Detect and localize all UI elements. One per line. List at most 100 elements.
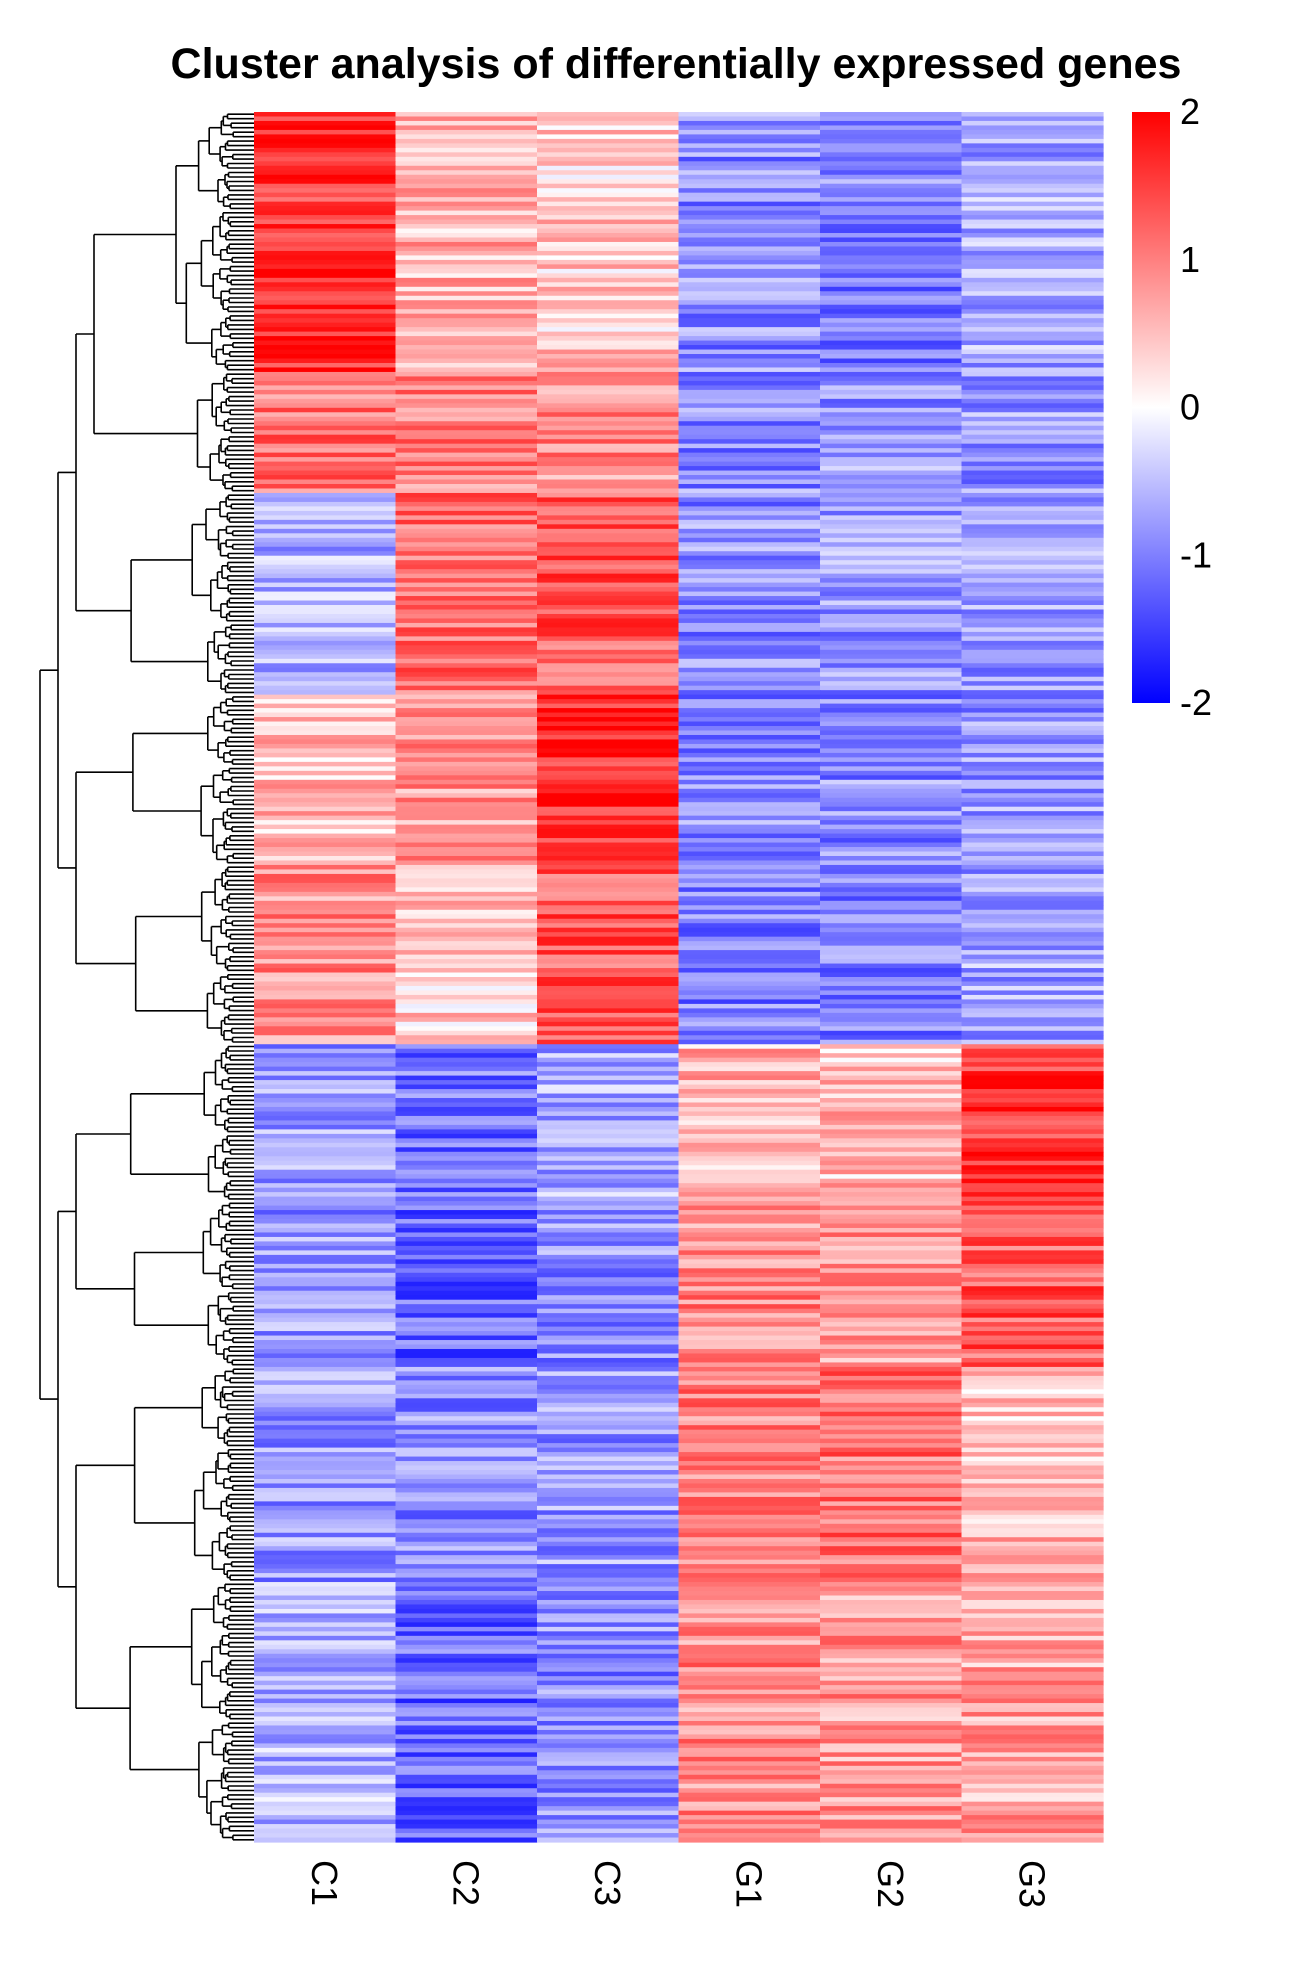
heatmap-cell: [961, 1824, 1104, 1830]
heatmap-cell: [820, 1380, 963, 1386]
heatmap-cell: [537, 318, 680, 324]
heatmap-cell: [537, 210, 680, 216]
heatmap-cell: [395, 291, 538, 297]
heatmap-cell: [537, 1021, 680, 1027]
heatmap-cell: [820, 766, 963, 772]
heatmap-cell: [820, 631, 963, 637]
heatmap-cell: [254, 506, 397, 512]
heatmap-cell: [537, 1272, 680, 1278]
heatmap-cell: [961, 591, 1104, 597]
heatmap-cell: [961, 129, 1104, 136]
heatmap-cell: [678, 918, 821, 924]
heatmap-cell: [537, 824, 680, 830]
heatmap-cell: [820, 1326, 963, 1332]
heatmap-cell: [820, 1331, 963, 1337]
heatmap-cell: [537, 165, 680, 171]
heatmap-cell: [254, 864, 397, 871]
heatmap-cell: [678, 1734, 821, 1740]
heatmap-cell: [961, 802, 1104, 808]
heatmap-cell: [820, 1685, 963, 1691]
heatmap-cell: [961, 1232, 1104, 1238]
heatmap-cell: [678, 371, 821, 378]
heatmap-cell: [820, 1420, 963, 1426]
heatmap-cell: [537, 766, 680, 772]
heatmap-cell: [395, 1747, 538, 1753]
heatmap-cell: [537, 1098, 680, 1104]
heatmap-cell: [395, 1295, 538, 1301]
heatmap-cell: [678, 1703, 821, 1709]
heatmap-cell: [820, 183, 963, 189]
heatmap-cell: [395, 1537, 538, 1543]
heatmap-cell: [395, 156, 538, 162]
heatmap-cell: [820, 569, 963, 575]
heatmap-cell: [961, 672, 1104, 678]
heatmap-cell: [395, 237, 538, 243]
heatmap-cell: [395, 1133, 538, 1139]
heatmap-cell: [820, 1559, 963, 1565]
heatmap-cell: [820, 1443, 963, 1449]
heatmap-cell: [820, 1407, 963, 1413]
heatmap-cell: [961, 1523, 1104, 1529]
heatmap-cell: [254, 815, 397, 821]
heatmap-cell: [395, 1528, 538, 1534]
heatmap-cell: [537, 748, 680, 754]
heatmap-cell: [395, 591, 538, 597]
heatmap-cell: [537, 1124, 680, 1130]
heatmap-cell: [678, 1824, 821, 1830]
heatmap-cell: [820, 1487, 963, 1494]
heatmap-cell: [537, 1815, 680, 1821]
heatmap-cell: [537, 1837, 680, 1843]
heatmap-cell: [395, 1779, 538, 1785]
heatmap-cell: [395, 793, 538, 799]
heatmap-cell: [678, 1747, 821, 1753]
heatmap-cell: [254, 1353, 397, 1359]
heatmap-cell: [678, 1411, 821, 1417]
heatmap-cell: [820, 112, 963, 118]
heatmap-cell: [820, 1205, 963, 1211]
heatmap-cell: [395, 519, 538, 525]
heatmap-cell: [537, 1779, 680, 1785]
heatmap-cell: [678, 936, 821, 942]
heatmap-cell: [395, 855, 538, 862]
heatmap-cell: [254, 1348, 397, 1355]
heatmap-cell: [820, 779, 963, 785]
heatmap-cell: [678, 1617, 821, 1623]
heatmap-cell: [678, 1151, 821, 1157]
heatmap-cell: [395, 1761, 538, 1767]
heatmap-cell: [537, 1465, 680, 1471]
heatmap-cell: [537, 188, 680, 194]
heatmap-cell: [537, 1012, 680, 1018]
heatmap-cell: [820, 1783, 963, 1789]
heatmap-cell: [820, 461, 963, 467]
heatmap-cell: [678, 1599, 821, 1606]
heatmap-cell: [678, 663, 821, 669]
heatmap-cell: [254, 1788, 397, 1794]
heatmap-cell: [395, 116, 538, 122]
heatmap-cell: [820, 820, 963, 826]
heatmap-cell: [678, 582, 821, 588]
heatmap-cell: [820, 950, 963, 956]
heatmap-row-cluster: [254, 1044, 1104, 1202]
heatmap-cell: [395, 206, 538, 212]
heatmap-cell: [678, 1640, 821, 1646]
heatmap-cell: [820, 914, 963, 920]
heatmap-cell: [254, 1080, 397, 1086]
heatmap-cell: [395, 241, 538, 248]
heatmap-cell: [254, 708, 397, 714]
heatmap-cell: [537, 1523, 680, 1529]
heatmap-cell: [254, 1366, 397, 1372]
heatmap-cell: [820, 900, 963, 906]
heatmap-cell: [961, 147, 1104, 153]
heatmap-cell: [961, 726, 1104, 732]
heatmap-cell: [678, 1743, 821, 1749]
heatmap-cell: [537, 1559, 680, 1565]
heatmap-cell: [961, 968, 1104, 974]
heatmap-cell: [961, 690, 1104, 696]
heatmap-cell: [254, 1313, 397, 1319]
heatmap-cell: [254, 515, 397, 521]
heatmap-cell: [395, 596, 538, 602]
heatmap-cell: [820, 210, 963, 216]
heatmap-cell: [820, 1801, 963, 1807]
heatmap-cell: [537, 1393, 680, 1399]
heatmap-cell: [678, 125, 821, 131]
